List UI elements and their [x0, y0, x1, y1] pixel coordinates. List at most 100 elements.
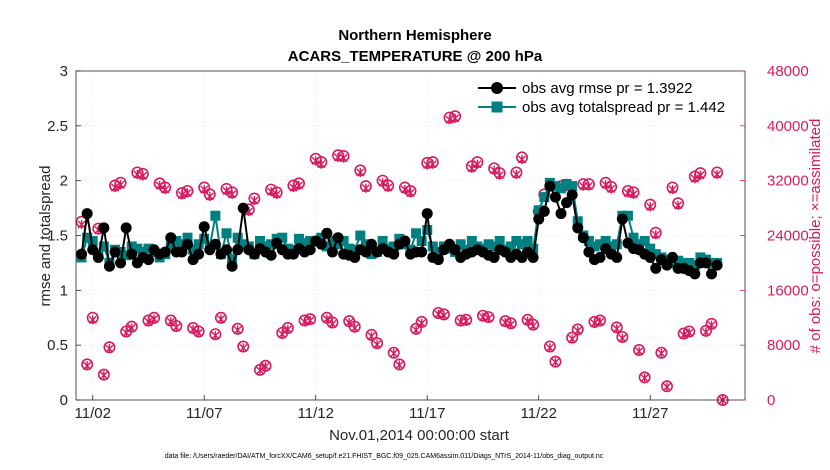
obs-assimilated-marker — [601, 180, 610, 190]
rmse-point — [661, 259, 673, 271]
obs-assimilated-marker — [651, 230, 660, 240]
totalspread-point — [193, 239, 204, 250]
y-tick-label: 2.5 — [47, 118, 68, 135]
obs-assimilated-marker — [473, 159, 482, 169]
rmse-point — [689, 268, 701, 280]
totalspread-point — [349, 244, 360, 255]
y-tick-label: 1 — [60, 282, 68, 299]
legend-rmse-marker — [491, 82, 503, 94]
x-tick-label: 11/07 — [186, 405, 222, 422]
obs-assimilated-marker — [183, 188, 192, 198]
obs-assimilated-marker — [618, 333, 627, 343]
x-tick-label: 11/02 — [75, 405, 111, 422]
rmse-point — [577, 232, 589, 244]
obs-assimilated-marker — [188, 324, 198, 335]
rmse-point — [611, 251, 623, 263]
rmse-point — [667, 251, 679, 263]
obs-assimilated-marker — [451, 113, 460, 123]
totalspread-point — [673, 255, 684, 266]
rmse-point — [527, 251, 539, 263]
totalspread-point — [227, 254, 238, 265]
obs-assimilated-marker — [679, 330, 688, 340]
obs-assimilated-marker — [99, 370, 108, 380]
chart-title: Northern Hemisphere — [338, 27, 491, 44]
rmse-point — [120, 222, 132, 234]
obs-assimilated-marker — [222, 186, 231, 196]
totalspread-point — [517, 239, 527, 250]
totalspread-point — [505, 241, 516, 252]
obs-assimilated-marker — [283, 324, 292, 335]
x-tick-label: 11/17 — [409, 405, 445, 422]
obs-assimilated-marker — [640, 373, 649, 383]
rmse-point — [706, 268, 718, 280]
obs-assimilated-marker — [529, 321, 538, 331]
y-tick-label: 3 — [60, 63, 68, 80]
totalspread-point — [188, 244, 199, 255]
totalspread-point — [221, 228, 232, 239]
totalspread-point — [87, 235, 98, 246]
totalspread-point — [433, 246, 444, 257]
rmse-point — [198, 221, 210, 233]
totalspread-point — [522, 235, 533, 246]
y-tick-label: 0.5 — [47, 337, 68, 354]
obs-assimilated-marker — [406, 188, 415, 198]
obs-assimilated-marker — [306, 315, 315, 326]
totalspread-point — [539, 192, 550, 203]
rmse-point — [209, 238, 221, 250]
obs-assimilated-marker — [439, 311, 449, 321]
rmse-point — [566, 189, 578, 201]
obs-assimilated-marker — [484, 313, 493, 324]
legend: obs avg rmse pr = 1.3922 obs avg totalsp… — [472, 75, 744, 119]
totalspread-point — [316, 232, 327, 243]
totalspread-point — [528, 243, 539, 254]
y-tick-label: 2 — [60, 173, 68, 190]
legend-spread-label: obs avg totalspread pr = 1.442 — [522, 99, 725, 116]
totalspread-point — [628, 232, 639, 243]
totalspread-point — [327, 235, 338, 246]
obs-assimilated-marker — [267, 187, 276, 197]
obs-assimilated-marker — [328, 319, 337, 329]
obs-assimilated-marker — [607, 184, 616, 194]
obs-assimilated-marker — [707, 320, 716, 330]
obs-assimilated-marker — [216, 314, 226, 324]
rmse-point — [432, 254, 444, 266]
totalspread-point — [533, 205, 544, 216]
obs-assimilated-marker — [713, 169, 722, 180]
obs-assimilated-marker — [356, 167, 365, 178]
rmse-point — [421, 208, 433, 220]
rmse-point — [332, 232, 344, 244]
totalspread-point — [595, 239, 606, 250]
rmse-point — [555, 208, 567, 220]
legend-rmse-label: obs avg rmse pr = 1.3922 — [522, 80, 693, 97]
rmse-point — [349, 251, 361, 263]
totalspread-point — [622, 210, 633, 221]
obs-assimilated-marker — [116, 180, 125, 190]
totalspread-point — [572, 216, 583, 227]
legend-spread-marker — [491, 101, 503, 113]
obs-assimilated-marker — [339, 153, 348, 163]
obs-assimilated-marker — [612, 324, 621, 334]
rmse-point — [126, 248, 138, 260]
obs-assimilated-marker — [690, 174, 699, 184]
obs-assimilated-marker — [662, 382, 672, 392]
rmse-point — [115, 257, 127, 269]
rmse-point — [360, 246, 372, 258]
y-right-tick-label: 0 — [767, 392, 775, 409]
rmse-point — [644, 251, 656, 263]
totalspread-point — [132, 243, 143, 254]
totalspread-point — [416, 235, 427, 246]
obs-assimilated-marker — [250, 195, 259, 206]
totalspread-point — [98, 241, 109, 252]
rmse-point — [182, 238, 193, 250]
y-axis-right-label: # of obs: o=possible; ×=assimilated — [807, 119, 824, 354]
y-axis-left-label: rmse and totalspread — [37, 166, 54, 307]
obs-assimilated-marker — [138, 171, 147, 181]
obs-assimilated-marker — [417, 318, 426, 328]
obs-assimilated-marker — [595, 317, 605, 327]
obs-assimilated-marker — [144, 317, 153, 327]
totalspread-point — [126, 241, 137, 252]
obs-assimilated-marker — [696, 170, 705, 180]
rmse-point — [315, 238, 327, 250]
obs-assimilated-marker — [389, 348, 398, 358]
obs-assimilated-marker — [289, 182, 298, 193]
